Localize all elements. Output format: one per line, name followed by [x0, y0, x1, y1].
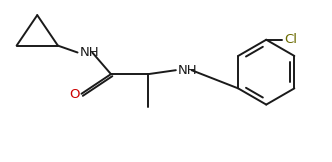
Text: O: O — [69, 88, 80, 101]
Text: NH: NH — [79, 46, 99, 59]
Text: Cl: Cl — [284, 33, 297, 46]
Text: NH: NH — [178, 64, 198, 77]
